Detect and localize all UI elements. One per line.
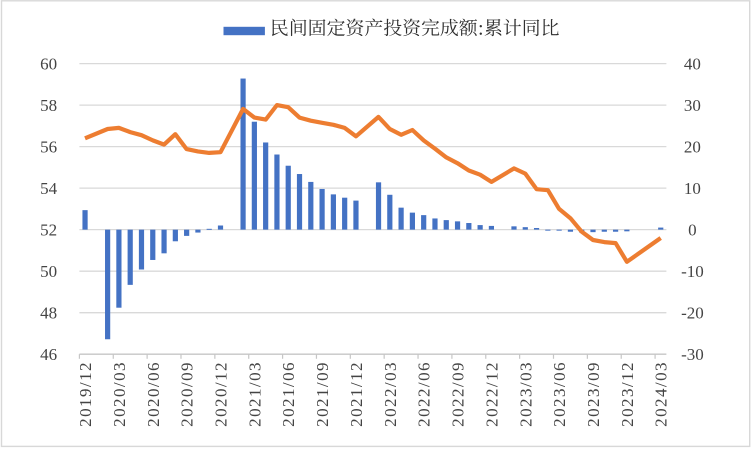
x-axis-label-2019/12: 2019/12 [76, 361, 95, 427]
line-series-path [84, 102, 662, 264]
x-axis-label-2021/12: 2021/12 [347, 361, 366, 427]
x-axis-label-2023/09: 2023/09 [584, 361, 603, 427]
bar-2021/08 [308, 181, 314, 230]
bar-2022/12 [488, 225, 495, 230]
bar-2019/12 [82, 210, 88, 230]
bar-2020/12 [217, 225, 224, 230]
bar-2021/04 [263, 142, 269, 230]
left-axis-label-54: 54 [40, 179, 58, 198]
bar-2021/10 [330, 194, 336, 230]
x-axis-label-2022/12: 2022/12 [482, 361, 501, 427]
gridlines [79, 62, 667, 314]
bar-2022/05 [409, 212, 415, 230]
bar-2022/11 [477, 225, 483, 230]
bar-2020/02 [105, 229, 111, 340]
x-axis-label-2023/06: 2023/06 [550, 361, 569, 427]
left-axis-tick-labels: 46 48 50 52 54 56 58 60 [40, 55, 58, 365]
bar-2020/03 [116, 229, 122, 308]
right-axis-label-20: 20 [684, 138, 701, 157]
left-axis-label-52: 52 [40, 221, 57, 240]
x-axis-label-2023/03: 2023/03 [516, 361, 535, 427]
legend-swatch [223, 26, 265, 36]
x-axis-label-2022/09: 2022/09 [449, 361, 468, 427]
x-axis-label-2022/06: 2022/06 [415, 361, 434, 427]
bar-2021/06 [285, 165, 291, 230]
category-axis [78, 353, 667, 359]
left-axis-label-48: 48 [40, 304, 57, 323]
left-axis-label-50: 50 [40, 262, 57, 281]
bar-2023/11 [612, 229, 619, 232]
bar-series [82, 78, 664, 340]
bar-2020/06 [150, 229, 156, 260]
right-axis-label--30: -30 [681, 345, 704, 364]
right-axis-label-30: 30 [684, 96, 701, 115]
bar-2023/05 [545, 229, 551, 231]
bar-2021/11 [342, 197, 348, 230]
legend-label-text [271, 18, 559, 37]
bar-2020/09 [184, 229, 190, 236]
bar-2021/07 [296, 174, 303, 230]
x-axis-label-2020/12: 2020/12 [212, 361, 231, 427]
bar-2023/09 [590, 229, 596, 233]
right-axis-label-0: 0 [688, 221, 697, 240]
left-axis-label-60: 60 [40, 55, 57, 74]
bar-2020/08 [172, 229, 178, 242]
bar-2023/12 [624, 229, 630, 232]
x-axis-label-2024/03: 2024/03 [652, 361, 671, 427]
bar-2021/05 [274, 154, 280, 230]
bar-2021/02 [240, 78, 246, 230]
x-axis-label-2022/03: 2022/03 [381, 361, 400, 427]
x-axis-label-2020/06: 2020/06 [144, 361, 163, 427]
right-axis-label-10: 10 [684, 179, 701, 198]
bar-2023/04 [533, 227, 540, 230]
right-axis-tick-labels: -30 -20 -10 0 10 20 30 40 [681, 55, 704, 365]
left-axis-label-56: 56 [40, 138, 57, 157]
x-axis-label-2021/03: 2021/03 [245, 361, 264, 427]
bar-2023/10 [601, 229, 607, 232]
bar-2023/06 [556, 229, 562, 231]
legend [223, 18, 559, 37]
bar-2022/02 [375, 182, 382, 230]
bar-2022/08 [443, 220, 449, 230]
bar-2023/02 [511, 226, 517, 230]
bar-2023/07 [567, 229, 574, 232]
x-axis-label-2021/09: 2021/09 [313, 361, 332, 427]
left-axis-label-58: 58 [40, 96, 57, 115]
bar-2022/09 [454, 221, 461, 230]
bar-2024/03 [658, 227, 664, 230]
x-axis-label-2021/06: 2021/06 [279, 361, 298, 427]
x-axis-label-2020/09: 2020/09 [178, 361, 197, 427]
bar-2020/05 [138, 229, 145, 270]
bar-2021/09 [319, 188, 325, 230]
x-axis-tick-labels: 2019/12 2020/03 2020/06 2020/09 2020/12 2021/… [76, 361, 671, 427]
right-axis-label-40: 40 [684, 55, 701, 74]
bar-2020/11 [206, 228, 212, 230]
bar-2022/03 [387, 194, 393, 230]
bar-2022/04 [398, 207, 404, 230]
x-axis-label-2023/12: 2023/12 [618, 361, 637, 427]
bar-2020/04 [127, 229, 133, 285]
right-axis-label--20: -20 [681, 304, 704, 323]
bar-2020/07 [161, 229, 167, 254]
bar-2020/10 [195, 229, 201, 233]
bar-2022/07 [432, 218, 438, 230]
legend-label-glyph-outlines [271, 18, 559, 37]
bar-2021/03 [251, 121, 257, 230]
bar-2023/03 [522, 227, 528, 230]
right-axis-label--10: -10 [681, 262, 704, 281]
line-series [84, 102, 662, 264]
bar-2022/10 [466, 223, 472, 230]
bar-2021/12 [353, 200, 359, 230]
x-axis-label-2020/03: 2020/03 [110, 361, 129, 427]
left-axis-label-46: 46 [40, 345, 57, 364]
bar-2022/06 [421, 215, 427, 230]
